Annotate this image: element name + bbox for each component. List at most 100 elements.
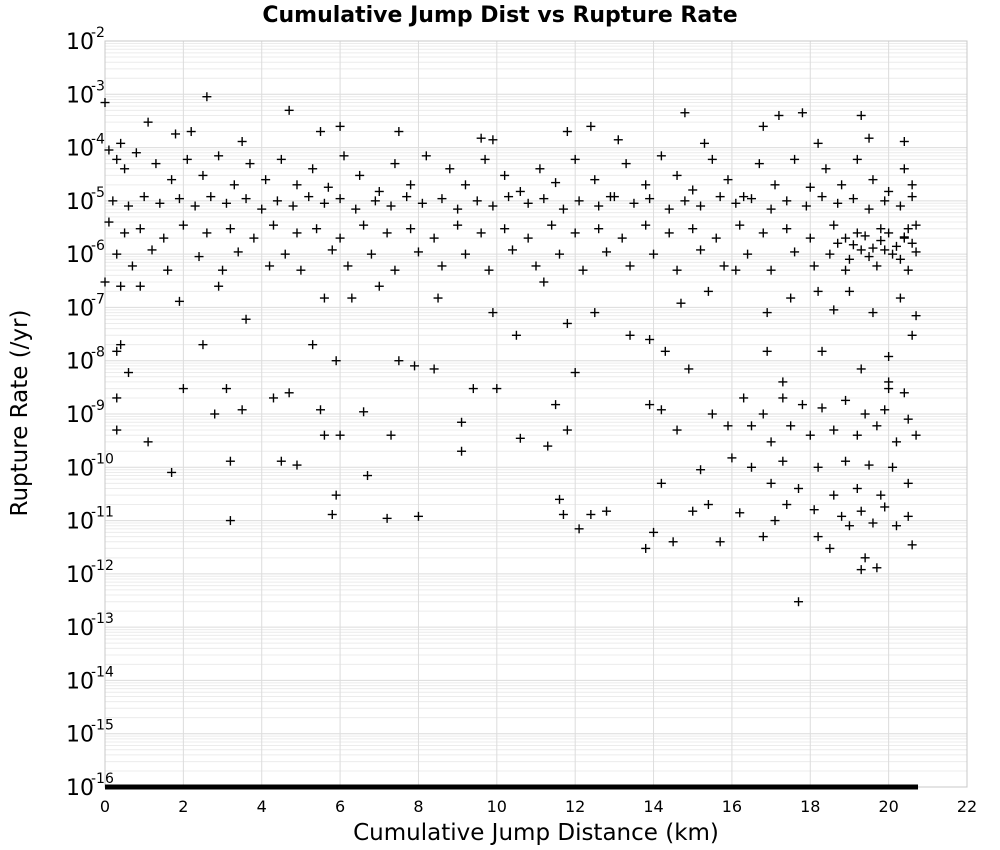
data-point (198, 170, 208, 180)
data-point (171, 129, 181, 139)
data-point (880, 245, 890, 255)
data-point (370, 196, 380, 206)
y-tick-label: 10-3 (66, 78, 105, 108)
data-point (143, 437, 153, 447)
data-point (602, 247, 612, 257)
data-point (421, 151, 431, 161)
data-point (899, 388, 909, 398)
data-point (535, 164, 545, 174)
data-point (539, 277, 549, 287)
data-point (237, 136, 247, 146)
data-point (151, 159, 161, 169)
data-point (707, 409, 717, 419)
y-tick-label: 10-15 (66, 718, 114, 748)
data-point (903, 224, 913, 234)
data-point (852, 228, 862, 238)
data-point (147, 245, 157, 255)
data-point (805, 430, 815, 440)
data-point (719, 261, 729, 271)
data-point (406, 180, 416, 190)
data-point (296, 265, 306, 275)
data-point (888, 249, 898, 259)
data-point (335, 121, 345, 131)
data-point (590, 175, 600, 185)
data-point (406, 224, 416, 234)
data-point (445, 164, 455, 174)
y-tick-base: 10 (66, 669, 94, 694)
data-point (723, 421, 733, 431)
data-point (135, 224, 145, 234)
data-point (331, 356, 341, 366)
data-point (844, 254, 854, 264)
data-point (265, 261, 275, 271)
x-tick-label: 4 (257, 797, 267, 816)
data-point (437, 194, 447, 204)
data-point (229, 180, 239, 190)
data-point (292, 228, 302, 238)
data-point (523, 198, 533, 208)
data-point (817, 403, 827, 413)
data-point (774, 110, 784, 120)
data-point (860, 553, 870, 563)
data-point (790, 154, 800, 164)
data-point (476, 133, 486, 143)
y-tick-base: 10 (66, 616, 94, 641)
y-tick-exponent: -13 (91, 611, 114, 627)
data-point (801, 201, 811, 211)
data-point (543, 441, 553, 451)
data-point (374, 186, 384, 196)
data-point (174, 296, 184, 306)
y-tick-label: 10-16 (66, 771, 114, 801)
data-point (825, 249, 835, 259)
data-point (872, 563, 882, 573)
data-point (797, 108, 807, 118)
y-tick-exponent: -5 (91, 185, 105, 201)
data-point (621, 159, 631, 169)
y-tick-base: 10 (66, 723, 94, 748)
data-point (829, 425, 839, 435)
data-point (825, 543, 835, 553)
y-tick-label: 10-12 (66, 558, 114, 588)
data-point (316, 127, 325, 137)
data-point (574, 524, 584, 534)
data-point (390, 159, 400, 169)
y-tick-base: 10 (66, 456, 94, 481)
data-point (245, 159, 255, 169)
data-point (884, 186, 894, 196)
data-point (555, 249, 565, 259)
data-point (794, 597, 804, 607)
data-point (198, 340, 208, 350)
data-point (868, 518, 878, 528)
x-tick-label: 2 (178, 797, 188, 816)
data-point (809, 505, 819, 515)
y-axis-ticks: 10-210-310-410-510-610-710-810-910-1010-… (66, 25, 114, 801)
data-point (221, 384, 231, 394)
data-point (848, 240, 858, 250)
data-point (848, 194, 858, 204)
data-point (218, 265, 228, 275)
data-point (319, 430, 329, 440)
data-point (551, 178, 561, 188)
data-point (715, 537, 725, 547)
data-point (453, 220, 463, 230)
data-point (167, 175, 177, 185)
data-point (743, 249, 753, 259)
data-point (903, 511, 913, 521)
data-point (366, 249, 376, 259)
y-tick-base: 10 (66, 190, 94, 215)
data-point (680, 196, 690, 206)
data-point (233, 247, 243, 257)
data-point (210, 409, 220, 419)
data-points (100, 92, 921, 607)
data-point (884, 351, 894, 361)
data-point (872, 261, 882, 271)
x-tick-label: 22 (957, 797, 977, 816)
y-tick-label: 10-14 (66, 664, 114, 694)
data-point (766, 204, 776, 214)
data-point (766, 265, 776, 275)
data-point (562, 127, 572, 137)
data-point (645, 194, 655, 204)
y-tick-label: 10-10 (66, 451, 114, 481)
y-tick-base: 10 (66, 563, 94, 588)
data-point (453, 204, 463, 214)
